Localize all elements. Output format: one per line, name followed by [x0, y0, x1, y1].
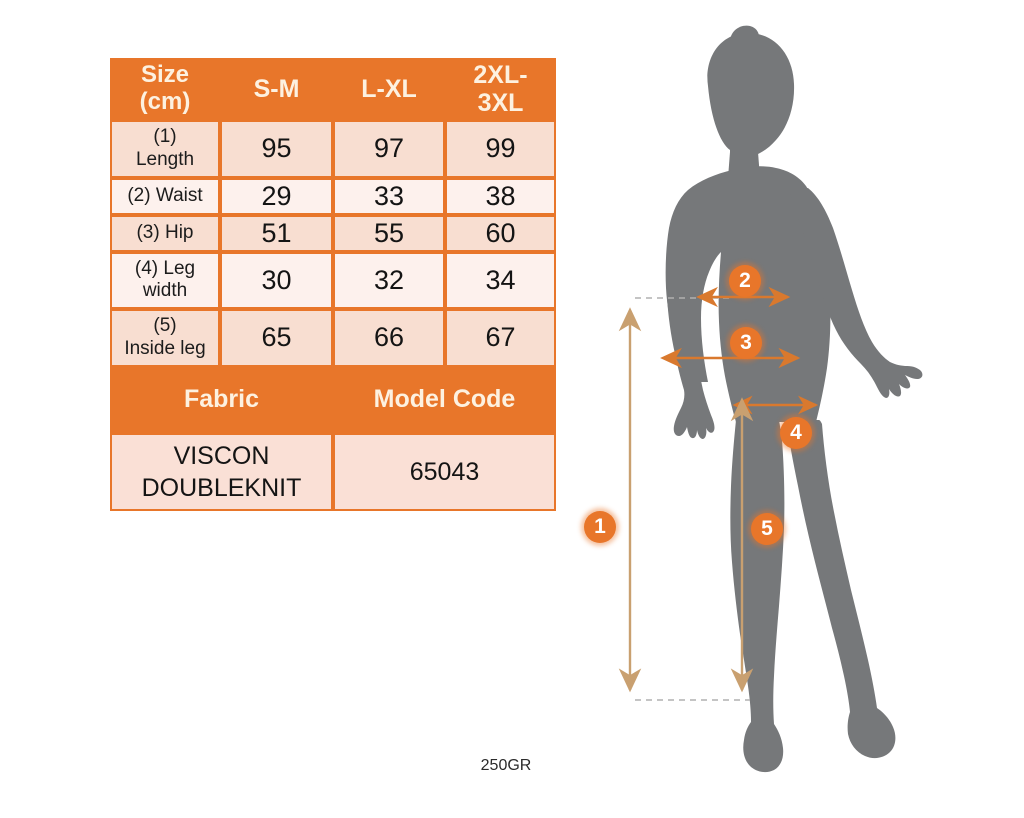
measurement-badge-3: 3 [730, 327, 762, 359]
header-size-line2: (cm) [139, 88, 191, 115]
size-chart-table: Size (cm) S-M L-XL 2XL- 3XL (1) Length 9… [110, 58, 556, 511]
cell-length-lxl: 97 [333, 120, 445, 178]
cell-legwidth-2xl: 34 [445, 251, 556, 310]
row-label-line1: (4) Leg [134, 257, 196, 279]
cell-hip-lxl: 55 [333, 214, 445, 252]
measurement-badge-2: 2 [729, 265, 761, 297]
cell-waist-lxl: 33 [333, 177, 445, 215]
row-label-hip: (3) Hip [110, 214, 220, 252]
cell-model-code-value: 65043 [333, 432, 556, 511]
table-row: (5) Inside leg 65 66 67 [110, 309, 556, 367]
row-label-line1: (2) Waist [127, 184, 203, 206]
fabric-weight-note: 250GR [480, 757, 532, 774]
header-size-line1: Size [140, 61, 190, 89]
cell-legwidth-lxl: 32 [333, 251, 445, 310]
row-label-length: (1) Length [110, 120, 220, 178]
table-row: (4) Leg width 30 32 34 [110, 251, 556, 310]
header-2xl-line1: 2XL- [473, 61, 528, 89]
female-silhouette-diagram [618, 25, 923, 773]
header-cell-2xl-3xl: 2XL- 3XL [445, 58, 556, 120]
cell-hip-sm: 51 [220, 214, 333, 252]
fabric-line1: VISCON [173, 441, 270, 470]
cell-fabric-value: VISCON DOUBLEKNIT [110, 432, 333, 511]
row-label-line2: Inside leg [124, 337, 206, 359]
row-label-inside-leg: (5) Inside leg [110, 309, 220, 367]
header-cell-fabric: Fabric [110, 366, 333, 433]
row-label-line2: width [142, 280, 188, 302]
header-2xl-line2: 3XL [477, 89, 524, 117]
measurement-badge-4: 4 [780, 417, 812, 449]
row-label-leg-width: (4) Leg width [110, 251, 220, 310]
cell-waist-sm: 29 [220, 177, 333, 215]
measurement-badge-5: 5 [751, 513, 783, 545]
table-row: (2) Waist 29 33 38 [110, 177, 556, 215]
header-cell-sm: S-M [220, 58, 333, 120]
cell-length-2xl: 99 [445, 120, 556, 178]
row-label-line2: Length [135, 148, 195, 170]
cell-insideleg-2xl: 67 [445, 309, 556, 367]
cell-legwidth-sm: 30 [220, 251, 333, 310]
header-cell-lxl: L-XL [333, 58, 445, 120]
row-label-waist: (2) Waist [110, 177, 220, 215]
table-header-row: Size (cm) S-M L-XL 2XL- 3XL [110, 58, 556, 120]
header-cell-size: Size (cm) [110, 58, 220, 120]
cell-insideleg-sm: 65 [220, 309, 333, 367]
row-label-line1: (5) [153, 315, 177, 337]
cell-insideleg-lxl: 66 [333, 309, 445, 367]
measurement-badge-1: 1 [584, 511, 616, 543]
body-silhouette [665, 25, 923, 773]
cell-hip-2xl: 60 [445, 214, 556, 252]
table-row: (1) Length 95 97 99 [110, 120, 556, 178]
footer-header-row: Fabric Model Code [110, 366, 556, 433]
footer-value-row: VISCON DOUBLEKNIT 65043 [110, 432, 556, 511]
cell-length-sm: 95 [220, 120, 333, 178]
fabric-line2: DOUBLEKNIT [141, 473, 302, 502]
header-cell-model-code: Model Code [333, 366, 556, 433]
measurement-figure-panel: 1 2 3 4 5 [580, 0, 1024, 818]
cell-waist-2xl: 38 [445, 177, 556, 215]
row-label-line1: (1) [153, 126, 177, 147]
table-row: (3) Hip 51 55 60 [110, 214, 556, 252]
row-label-line1: (3) Hip [136, 221, 194, 243]
